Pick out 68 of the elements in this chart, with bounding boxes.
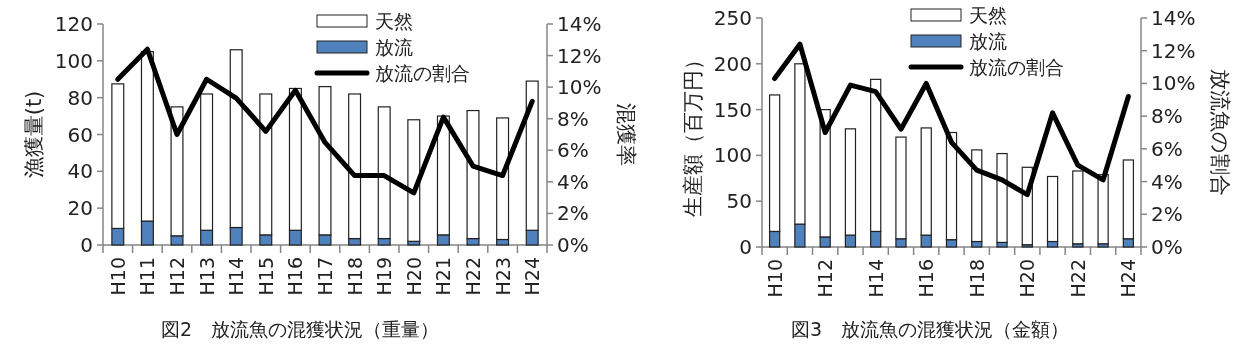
y2-tick-label: 0%: [557, 233, 589, 257]
legend-label: 放流: [375, 36, 413, 58]
y2-tick-label: 6%: [1151, 136, 1183, 161]
bar: [1072, 170, 1084, 245]
x-tick-label: H23: [491, 257, 514, 296]
y2-tick-label: 14%: [1151, 6, 1196, 30]
y2-tick-label: 8%: [1151, 104, 1183, 129]
y-tick-label: 0: [80, 233, 93, 257]
y-axis-title: 生産額（百万円）: [681, 48, 705, 217]
y2-tick-label: 10%: [557, 75, 602, 100]
legend-label: 放流: [969, 30, 1007, 52]
y2-tick-label: 12%: [557, 43, 602, 68]
x-tick-label: H19: [373, 257, 396, 296]
x-tick-label: H18: [965, 259, 988, 298]
y2-tick-label: 6%: [557, 138, 589, 163]
y2-tick-label: 4%: [1151, 169, 1183, 194]
legend-label: 放流の割合: [969, 56, 1064, 78]
legend-label: 天然: [969, 4, 1007, 26]
x-tick-label: H20: [1016, 259, 1039, 298]
x-tick-label: H22: [1066, 259, 1089, 298]
x-tick-label: H16: [284, 257, 307, 296]
x-tick-label: H17: [314, 257, 336, 296]
y-tick-label: 100: [54, 48, 93, 73]
y2-axis-title: 放流魚の割合: [1208, 69, 1232, 196]
x-tick-label: H20: [402, 257, 425, 296]
y-tick-label: 150: [713, 97, 752, 122]
y-tick-label: 0: [739, 235, 752, 259]
y-tick-label: 100: [713, 143, 752, 168]
y-tick-label: 50: [726, 189, 752, 214]
caption: 図2 放流魚の混獲状況（重量）: [160, 318, 440, 340]
x-tick-label: H24: [1117, 259, 1140, 298]
y-tick-label: 250: [713, 6, 752, 30]
y2-tick-label: 2%: [1151, 202, 1183, 227]
y-tick-label: 200: [713, 51, 752, 76]
x-tick-label: H14: [225, 257, 248, 296]
y-tick-label: 20: [67, 196, 93, 221]
y2-tick-label: 2%: [557, 201, 589, 226]
y-tick-label: 60: [67, 122, 93, 147]
x-tick-label: H15: [254, 257, 277, 296]
y2-tick-label: 4%: [557, 169, 589, 194]
y2-axis-title: 混獲率: [614, 103, 638, 166]
bar: [1097, 174, 1109, 245]
bar: [407, 119, 421, 242]
x-tick-label: H10: [763, 259, 786, 298]
legend-label: 天然: [375, 10, 413, 32]
x-tick-label: H13: [195, 257, 218, 296]
x-tick-label: H10: [106, 257, 129, 296]
x-tick-label: H12: [166, 257, 188, 296]
x-tick-label: H16: [915, 259, 938, 298]
x-tick-label: H22: [462, 257, 484, 296]
y2-tick-label: 8%: [557, 106, 589, 131]
x-tick-label: H12: [814, 259, 837, 298]
y2-tick-label: 14%: [557, 12, 602, 36]
y-tick-label: 120: [54, 12, 93, 36]
legend-label: 放流の割合: [375, 62, 470, 84]
caption: 図3 放流魚の混獲状況（金額）: [790, 318, 1070, 340]
x-tick-label: H24: [521, 257, 544, 296]
bar: [996, 152, 1008, 244]
x-tick-label: H14: [864, 259, 887, 298]
y-tick-label: 40: [67, 159, 93, 184]
y-tick-label: 80: [67, 85, 93, 110]
x-tick-label: H18: [343, 257, 366, 296]
y2-tick-label: 12%: [1151, 38, 1196, 63]
y-axis-title: 漁獲量(t): [22, 90, 46, 179]
y2-tick-label: 10%: [1151, 71, 1196, 96]
x-tick-label: H21: [432, 257, 455, 296]
x-tick-label: H11: [136, 257, 159, 296]
y2-tick-label: 0%: [1151, 235, 1183, 259]
